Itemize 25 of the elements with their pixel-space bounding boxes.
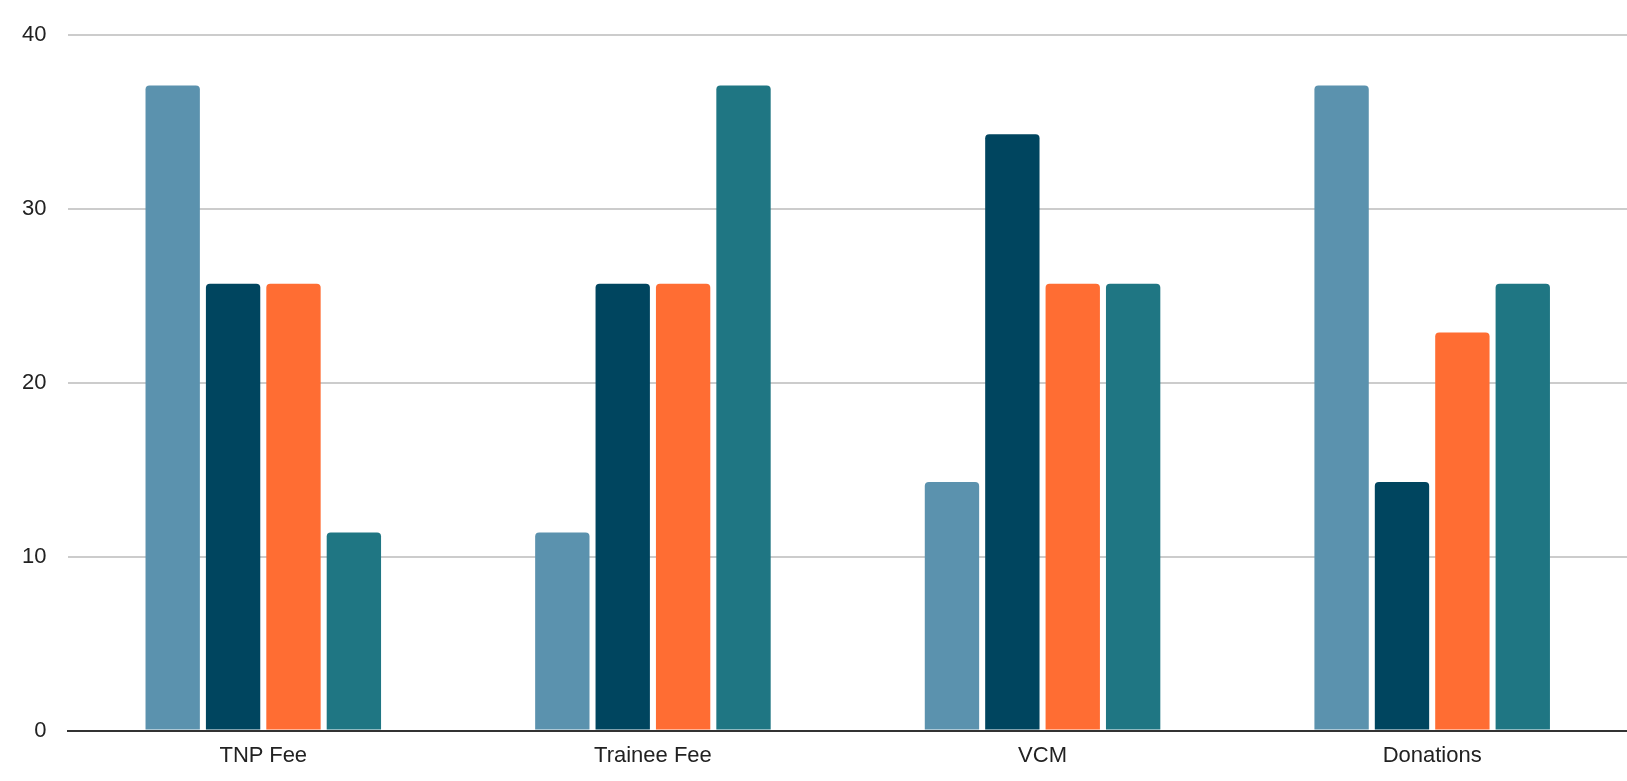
bar [985, 134, 1040, 730]
y-tick-label: 20 [21, 368, 47, 394]
bar [145, 85, 200, 730]
bar [1495, 283, 1550, 730]
y-tick-label: 30 [21, 195, 47, 221]
bar [266, 283, 321, 730]
y-tick-label: 40 [21, 21, 47, 47]
y-tick-label: 0 [34, 716, 47, 742]
x-tick-label: TNP Fee [219, 741, 308, 767]
bar [535, 532, 590, 730]
y-tick-label: 10 [21, 542, 47, 568]
bar [716, 85, 771, 730]
x-tick-label: Trainee Fee [594, 741, 712, 767]
x-tick-label: Donations [1382, 741, 1482, 767]
bar [1314, 85, 1369, 730]
bar [1374, 481, 1430, 730]
bar [655, 283, 711, 730]
bar [1105, 283, 1161, 730]
bar [205, 283, 261, 730]
bar [924, 481, 980, 730]
bar [1045, 283, 1100, 730]
bar [595, 283, 650, 730]
x-tick-label: VCM [1018, 741, 1067, 767]
bar [1435, 332, 1490, 730]
bar [326, 532, 382, 730]
